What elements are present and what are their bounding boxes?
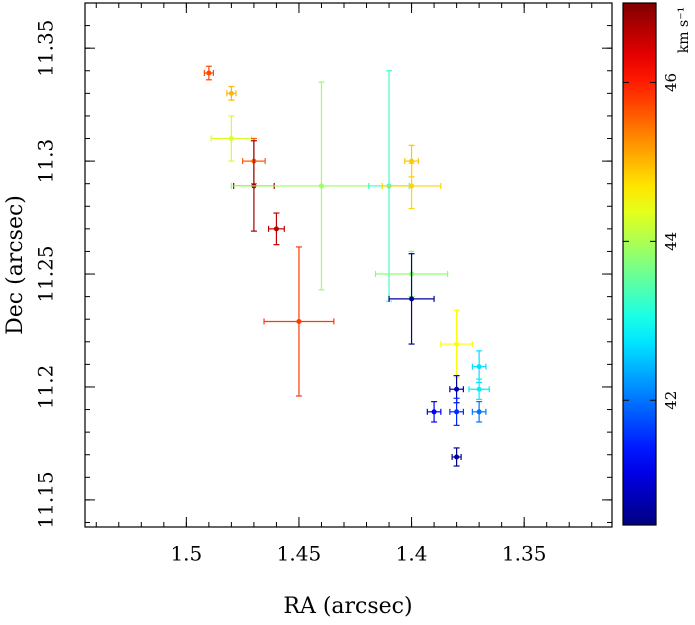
error-point [210,115,253,162]
point [228,90,234,96]
error-point [226,85,237,101]
error-point [440,309,473,379]
point [476,386,482,392]
y-tick-label: 11.2 [34,365,58,410]
x-tick-label: 1.4 [396,542,428,566]
point [476,364,482,370]
y-axis-label: Dec (arcsec) [3,195,28,335]
x-tick-label: 1.45 [277,542,322,566]
point [409,183,415,189]
error-point [471,350,487,384]
point [206,70,212,76]
point [228,136,234,142]
point [318,183,324,189]
error-point [468,378,490,400]
error-point [449,397,464,426]
colorbar [622,2,657,526]
colorbar-label: km s⁻¹ [676,7,692,53]
x-tick-label: 1.5 [170,542,202,566]
colorbar-tick-label: 44 [662,232,680,251]
x-tick-label: 1.35 [502,542,547,566]
point [454,341,460,347]
colorbar-tick-label: 42 [662,391,680,410]
point [296,318,302,324]
error-point [388,253,435,345]
error-point [267,212,285,246]
point [454,454,460,460]
error-point [451,447,462,467]
point [454,409,460,415]
point [431,409,437,415]
y-tick-label: 11.35 [34,20,58,77]
plot-frame [84,2,613,528]
x-axis-label: RA (arcsec) [283,594,412,619]
error-point [471,401,487,423]
point [409,296,415,302]
point [273,226,279,232]
y-tick-label: 11.15 [34,471,58,528]
error-point [426,401,442,423]
point [454,386,460,392]
error-point [203,65,214,81]
error-point [381,162,442,210]
y-tick-label: 11.3 [34,139,58,184]
error-point [263,246,335,397]
point [409,158,415,164]
point [476,409,482,415]
y-tick-label: 11.25 [34,245,58,302]
colorbar-tick-label: 46 [662,73,680,92]
